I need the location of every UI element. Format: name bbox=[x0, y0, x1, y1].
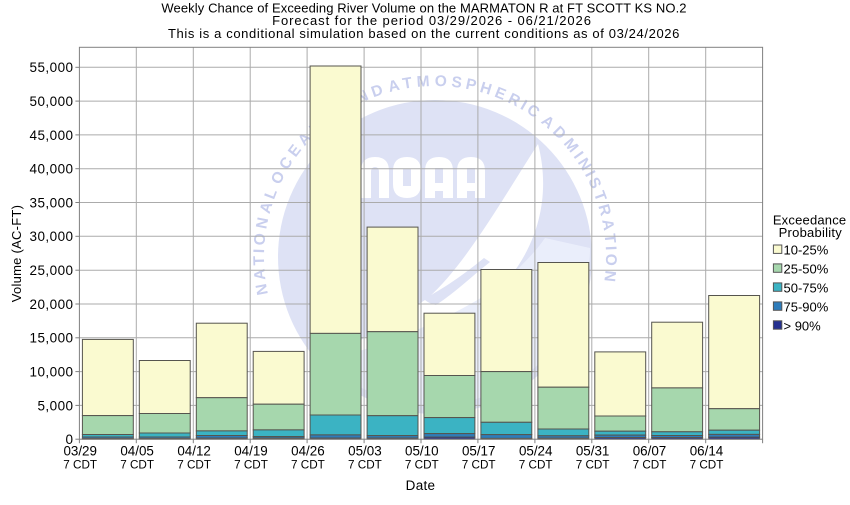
svg-text:5,000: 5,000 bbox=[37, 398, 73, 413]
svg-text:10-25%: 10-25% bbox=[784, 243, 829, 258]
svg-text:7 CDT: 7 CDT bbox=[348, 459, 382, 472]
svg-text:75-90%: 75-90% bbox=[784, 300, 829, 315]
svg-text:04/19: 04/19 bbox=[234, 443, 268, 458]
svg-text:Volume (AC-FT): Volume (AC-FT) bbox=[9, 205, 24, 302]
svg-text:03/29: 03/29 bbox=[63, 443, 97, 458]
svg-text:15,000: 15,000 bbox=[30, 331, 74, 346]
svg-text:> 90%: > 90% bbox=[784, 318, 822, 333]
svg-text:7 CDT: 7 CDT bbox=[177, 459, 211, 472]
svg-text:N: N bbox=[253, 282, 272, 296]
svg-text:A: A bbox=[251, 268, 269, 281]
svg-text:50-75%: 50-75% bbox=[784, 281, 829, 296]
svg-text:06/14: 06/14 bbox=[690, 443, 724, 458]
svg-text:7 CDT: 7 CDT bbox=[405, 459, 439, 472]
svg-text:O: O bbox=[435, 73, 448, 90]
svg-text:30,000: 30,000 bbox=[30, 229, 74, 244]
svg-text:35,000: 35,000 bbox=[30, 195, 74, 210]
svg-text:T: T bbox=[601, 233, 619, 245]
svg-text:I: I bbox=[581, 168, 598, 180]
svg-text:Exceedance: Exceedance bbox=[773, 213, 847, 228]
svg-text:P: P bbox=[464, 76, 478, 95]
svg-text:45,000: 45,000 bbox=[30, 128, 74, 143]
svg-text:N: N bbox=[253, 216, 272, 230]
svg-text:20,000: 20,000 bbox=[30, 297, 74, 312]
svg-text:S: S bbox=[450, 74, 462, 92]
svg-text:04/26: 04/26 bbox=[291, 443, 325, 458]
svg-text:A: A bbox=[257, 200, 276, 216]
svg-text:7 CDT: 7 CDT bbox=[462, 459, 496, 472]
svg-text:50,000: 50,000 bbox=[30, 94, 74, 109]
svg-text:T: T bbox=[251, 255, 268, 265]
svg-text:T: T bbox=[401, 74, 414, 92]
svg-text:25-50%: 25-50% bbox=[784, 262, 829, 277]
svg-text:7 CDT: 7 CDT bbox=[576, 459, 610, 472]
svg-text:05/03: 05/03 bbox=[348, 443, 382, 458]
svg-text:H: H bbox=[478, 79, 494, 99]
svg-text:06/07: 06/07 bbox=[633, 443, 667, 458]
svg-text:7 CDT: 7 CDT bbox=[519, 459, 553, 472]
svg-text:I: I bbox=[602, 246, 619, 251]
svg-text:7 CDT: 7 CDT bbox=[291, 459, 325, 472]
svg-text:05/10: 05/10 bbox=[405, 443, 439, 458]
svg-text:A: A bbox=[386, 77, 401, 96]
svg-text:O: O bbox=[602, 254, 619, 266]
svg-text:05/24: 05/24 bbox=[519, 443, 553, 458]
svg-text:Probability: Probability bbox=[779, 225, 843, 240]
svg-text:M: M bbox=[416, 73, 430, 91]
svg-text:0: 0 bbox=[66, 432, 74, 447]
svg-text:7 CDT: 7 CDT bbox=[690, 459, 724, 472]
svg-text:I: I bbox=[251, 248, 268, 253]
svg-text:55,000: 55,000 bbox=[30, 60, 74, 75]
svg-text:D: D bbox=[369, 81, 385, 101]
svg-text:7 CDT: 7 CDT bbox=[234, 459, 268, 472]
svg-text:04/12: 04/12 bbox=[177, 443, 211, 458]
svg-text:7 CDT: 7 CDT bbox=[633, 459, 667, 472]
svg-text:O: O bbox=[251, 232, 269, 246]
svg-text:7 CDT: 7 CDT bbox=[120, 459, 154, 472]
svg-text:R: R bbox=[594, 202, 613, 217]
svg-text:A: A bbox=[598, 218, 617, 232]
svg-text:05/31: 05/31 bbox=[576, 443, 610, 458]
svg-text:25,000: 25,000 bbox=[30, 263, 74, 278]
svg-text:Date: Date bbox=[406, 478, 436, 493]
svg-text:Weekly Chance of Exceeding Riv: Weekly Chance of Exceeding River Volume … bbox=[161, 0, 686, 15]
svg-text:Forecast for the period 03/29/: Forecast for the period 03/29/2026 - 06/… bbox=[272, 13, 592, 28]
svg-text:05/17: 05/17 bbox=[462, 443, 496, 458]
svg-text:40,000: 40,000 bbox=[30, 162, 74, 177]
svg-text:10,000: 10,000 bbox=[30, 365, 74, 380]
svg-text:04/05: 04/05 bbox=[120, 443, 154, 458]
svg-text:7 CDT: 7 CDT bbox=[63, 459, 97, 472]
svg-text:N: N bbox=[600, 270, 618, 283]
svg-text:This is a conditional simulati: This is a conditional simulation based o… bbox=[168, 26, 680, 41]
